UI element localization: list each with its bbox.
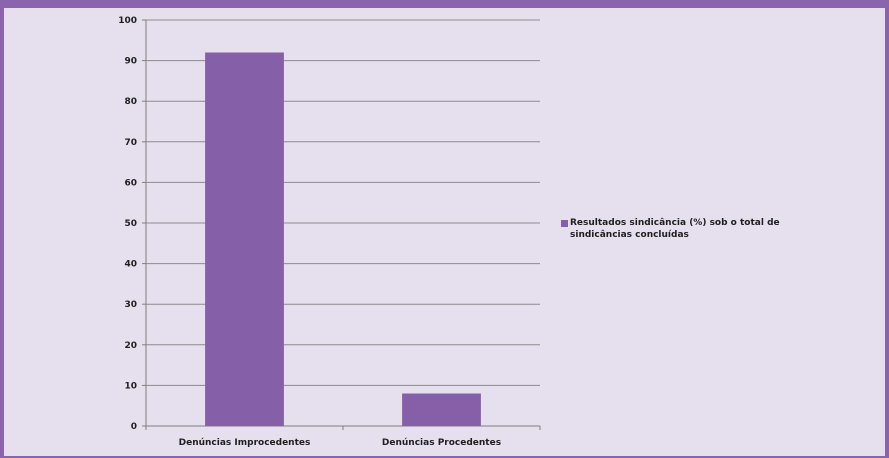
- y-tick-label-60: 60: [124, 178, 137, 188]
- legend-label: Resultados sindicância (%) sob o total d…: [570, 218, 780, 240]
- legend: Resultados sindicância (%) sob o total d…: [561, 217, 821, 241]
- y-tick-label-80: 80: [124, 97, 137, 107]
- bar-1: [402, 393, 481, 426]
- y-tick-label-40: 40: [124, 260, 137, 270]
- x-tick-label-0: Denúncias Improcedentes: [179, 438, 311, 448]
- tick-labels: 0 10 20 30 40 50 60 70 80 90 100 Denúncias Improced…: [118, 16, 501, 448]
- y-tick-label-20: 20: [124, 341, 137, 351]
- y-tick-label-10: 10: [124, 381, 137, 391]
- y-tick-label-30: 30: [124, 300, 137, 310]
- y-tick-label-100: 100: [118, 16, 137, 26]
- bars: [205, 52, 481, 426]
- legend-swatch: [561, 220, 568, 227]
- y-tick-label-50: 50: [124, 219, 137, 229]
- y-tick-label-90: 90: [124, 57, 137, 67]
- axes: [142, 19, 541, 430]
- y-tick-label-0: 0: [131, 422, 137, 432]
- y-tick-label-70: 70: [124, 138, 137, 148]
- bar-0: [205, 52, 284, 426]
- x-tick-label-1: Denúncias Procedentes: [382, 438, 501, 448]
